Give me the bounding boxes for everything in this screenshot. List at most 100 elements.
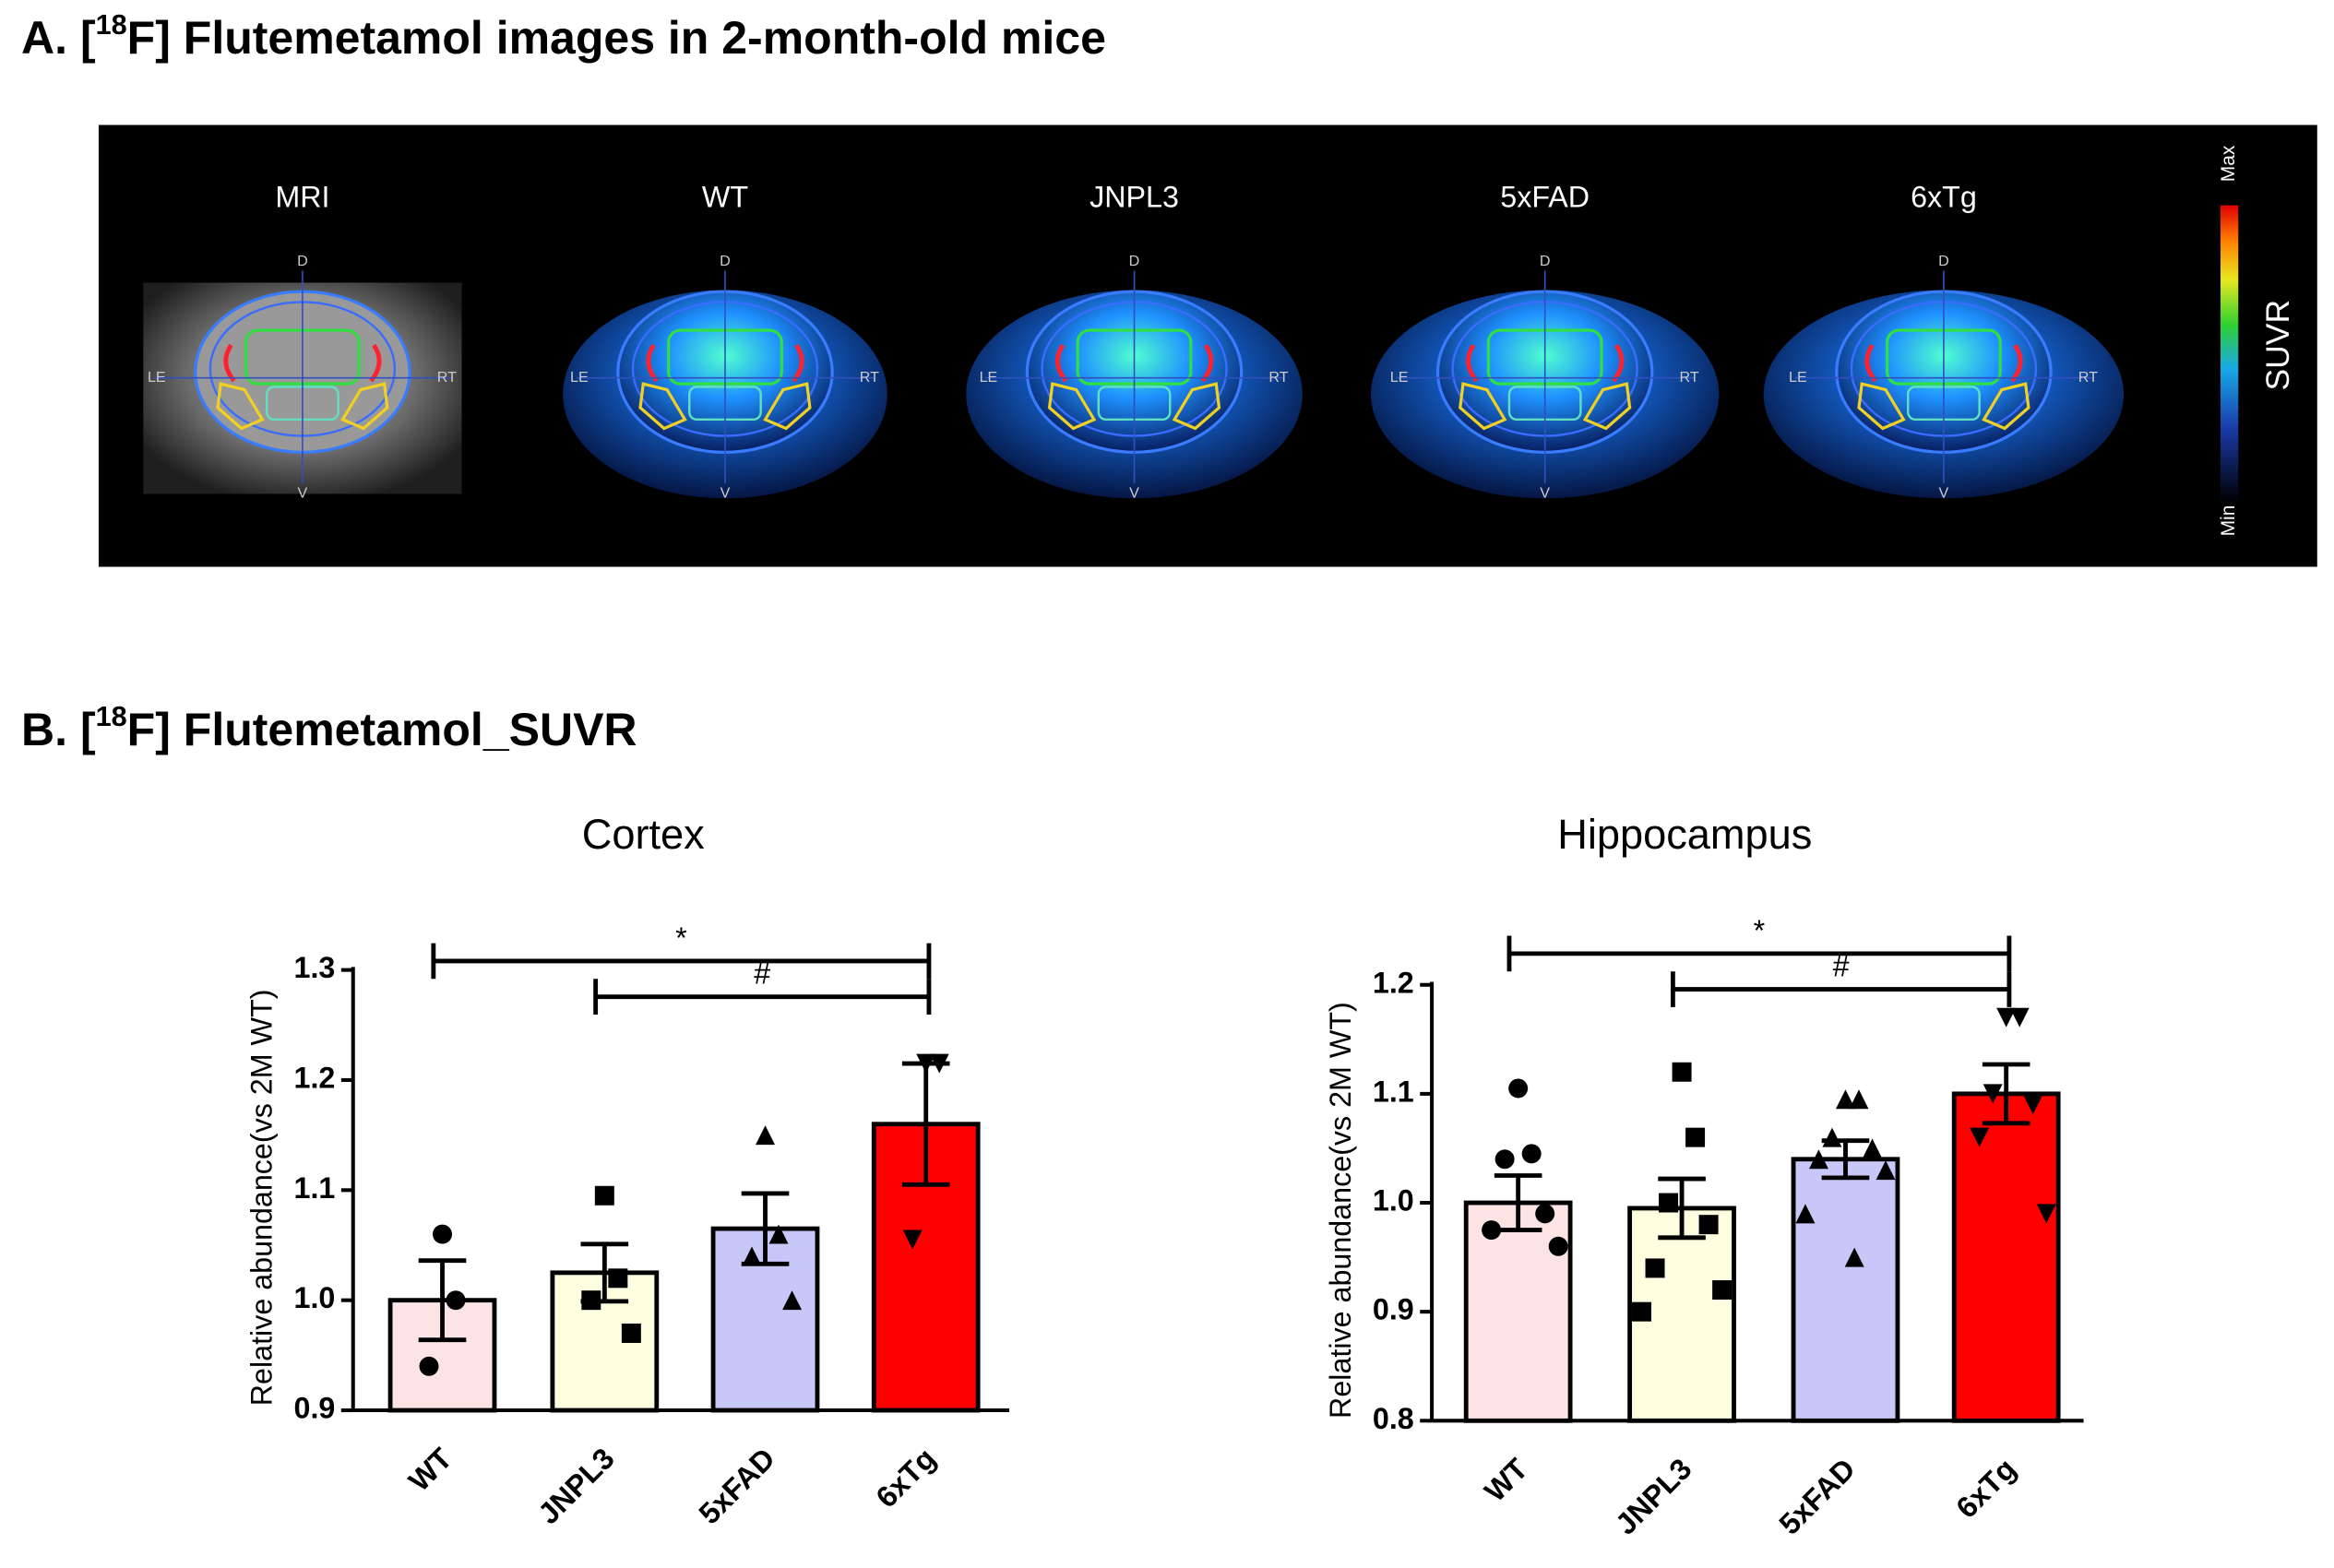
y-tick-label: 1.1 <box>1373 1075 1414 1108</box>
data-point <box>782 1290 803 1311</box>
chart-title: Hippocampus <box>1557 811 1812 858</box>
orient-label: RT <box>1680 369 1699 386</box>
orient-label: V <box>720 485 731 502</box>
y-tick-label: 1.3 <box>294 951 336 984</box>
data-point <box>1808 1149 1828 1170</box>
error-bar <box>1494 1173 1542 1232</box>
data-point <box>756 1125 775 1146</box>
data-point <box>1863 1138 1882 1158</box>
data-point <box>1508 1078 1529 1099</box>
title-part: F] Flutemetamol images in 2-month-old mi… <box>127 12 1106 64</box>
orient-label: LE <box>1789 369 1807 386</box>
roi-yellow <box>1047 382 1221 431</box>
data-point <box>2036 1204 2056 1224</box>
data-point <box>608 1268 628 1289</box>
data-point <box>1970 1127 1990 1147</box>
data-point <box>1494 1149 1515 1170</box>
x-tick-label: 6xTg <box>869 1442 942 1515</box>
orient-label: V <box>1129 485 1139 502</box>
data-point <box>1876 1160 1896 1181</box>
orient-label: LE <box>1390 369 1409 386</box>
colorbar-label: SUVR <box>2259 300 2296 391</box>
data-point <box>1849 1089 1869 1110</box>
y-tick-label: 1.2 <box>294 1061 336 1094</box>
y-axis-label: Relative abundance(vs 2M WT) <box>1324 1002 1357 1419</box>
significance-label: * <box>1754 914 1766 947</box>
data-point <box>1659 1193 1679 1213</box>
data-point <box>742 1246 762 1266</box>
orient-label: RT <box>860 369 879 386</box>
image-label: JNPL3 <box>1090 181 1179 214</box>
significance-bracket <box>1506 935 2012 972</box>
x-tick-label: JNPL3 <box>531 1442 620 1530</box>
colorbar-min: Min <box>2218 505 2239 537</box>
data-point <box>1698 1215 1719 1235</box>
data-point <box>1645 1258 1665 1278</box>
data-point <box>446 1290 466 1311</box>
data-point <box>1712 1280 1733 1301</box>
orient-label: V <box>1540 485 1550 502</box>
y-tick-label: 1.2 <box>1373 966 1414 999</box>
data-point <box>1983 1084 2003 1104</box>
data-point <box>1482 1220 1502 1241</box>
orient-label: LE <box>980 369 998 386</box>
data-point <box>419 1356 439 1376</box>
data-point <box>768 1224 789 1244</box>
data-point <box>1795 1204 1816 1224</box>
orient-label: LE <box>148 369 166 386</box>
x-tick-label: 5xFAD <box>693 1442 781 1530</box>
data-point <box>1996 1007 2017 1028</box>
x-tick-label: 6xTg <box>1949 1452 2022 1525</box>
y-tick-label: 1.0 <box>1373 1184 1414 1218</box>
roi-yellow <box>1857 382 2030 431</box>
roi-yellow <box>638 382 812 431</box>
error-bar <box>1658 1176 1706 1241</box>
image-label: 5xFAD <box>1500 181 1590 214</box>
orient-label: D <box>1129 253 1140 269</box>
data-point <box>1672 1062 1692 1082</box>
orient-label: D <box>1540 253 1551 269</box>
data-point <box>1685 1127 1706 1147</box>
significance-bracket <box>1670 971 2012 1007</box>
x-tick-label: WT <box>1478 1452 1534 1508</box>
panel-b-title: B. [18F] Flutemetamol_SUVR <box>21 701 637 755</box>
data-point <box>1822 1127 1842 1147</box>
error-bar <box>418 1258 467 1343</box>
data-point <box>1836 1089 1855 1110</box>
data-point <box>929 1053 949 1074</box>
orient-label: RT <box>2078 369 2098 386</box>
colorbar-max: Max <box>2218 145 2239 182</box>
y-tick-label: 0.9 <box>1373 1293 1414 1326</box>
roi-yellow <box>1459 382 1632 431</box>
orient-label: RT <box>437 369 457 386</box>
title-part: B. [ <box>21 704 96 755</box>
x-tick-label: 5xFAD <box>1772 1452 1861 1540</box>
bar <box>1791 1157 1900 1423</box>
title-sup: 18 <box>96 701 127 732</box>
significance-bracket <box>431 943 932 980</box>
data-point <box>1548 1236 1568 1256</box>
y-tick-label: 0.8 <box>1373 1402 1414 1435</box>
data-point <box>1844 1247 1864 1267</box>
colorbar <box>2220 205 2239 504</box>
chart-title: Cortex <box>582 811 705 858</box>
x-tick-label: WT <box>402 1442 458 1498</box>
y-tick-label: 1.0 <box>294 1281 336 1314</box>
y-tick-label: 0.9 <box>294 1392 336 1425</box>
image-label: 6xTg <box>1911 181 1977 214</box>
roi-yellow <box>216 382 389 431</box>
title-part: A. [ <box>21 12 96 64</box>
data-point <box>594 1185 614 1206</box>
data-point <box>581 1290 601 1311</box>
image-label: MRI <box>275 181 329 214</box>
significance-bracket <box>593 979 932 1015</box>
orient-label: LE <box>570 369 589 386</box>
orient-label: RT <box>1268 369 1288 386</box>
data-point <box>916 1053 936 1074</box>
y-tick-label: 1.1 <box>294 1171 336 1205</box>
data-point <box>621 1324 641 1343</box>
orient-label: V <box>1939 485 1949 502</box>
significance-label: # <box>1833 950 1850 983</box>
image-label: WT <box>702 181 748 214</box>
